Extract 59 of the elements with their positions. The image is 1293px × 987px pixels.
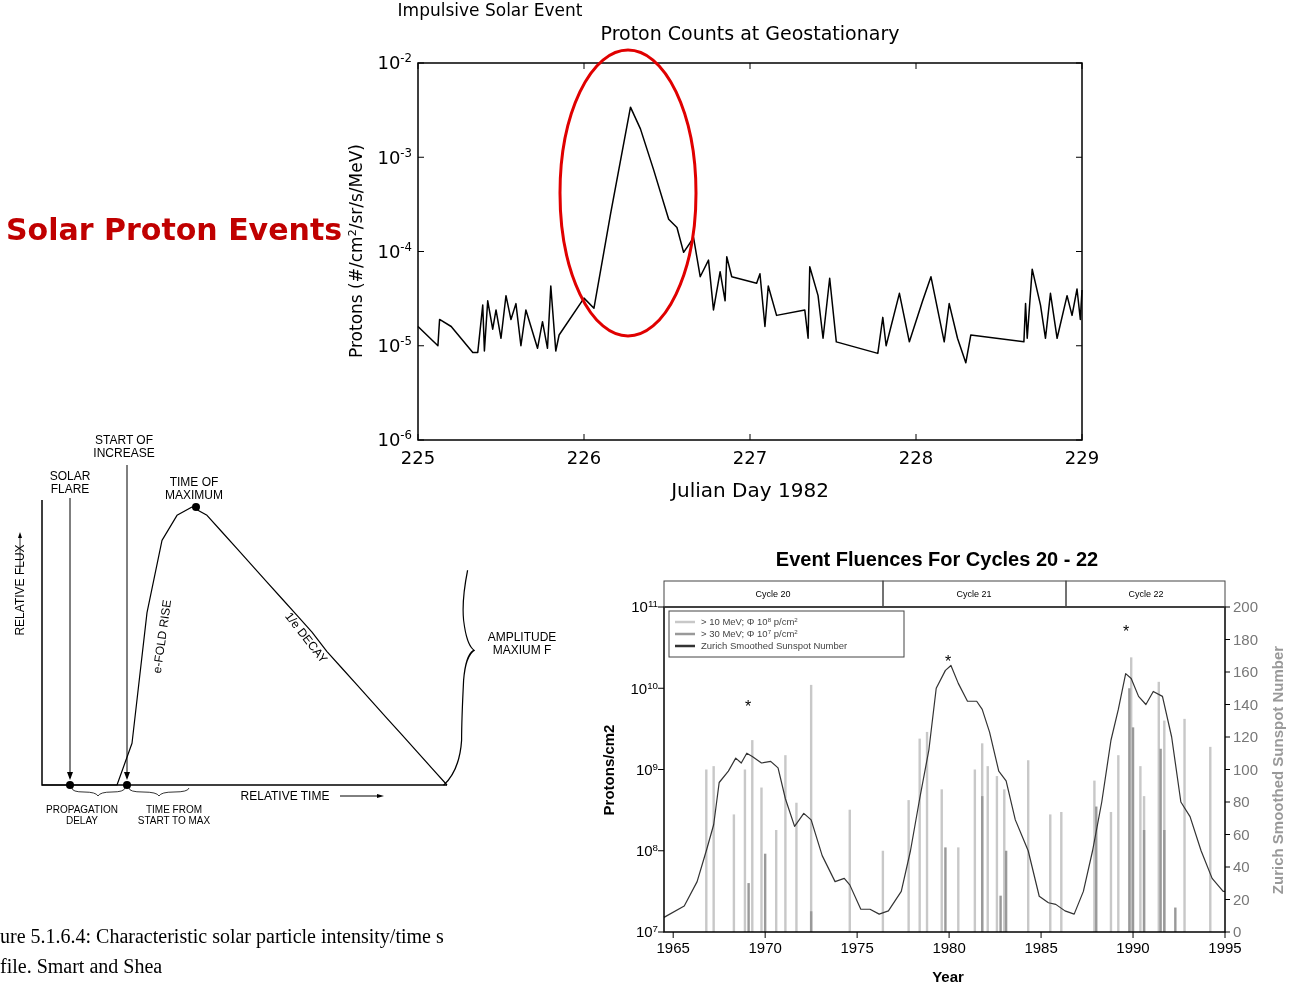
x-tick-label: 1975 [840,939,874,956]
x-tick-label: 1970 [748,939,782,956]
text: TIME OF MAXIMUM [165,475,223,502]
y-tick-label: 10$^{-4}$ [377,239,412,262]
y-tick-label: 10$^{-3}$ [377,145,412,168]
x-tick-label: 228 [898,447,934,468]
y2-tick-label: 140 [1233,695,1259,713]
x-axis-title: Year [932,968,965,985]
y-tick-label: 10$^{7}$ [635,922,658,941]
annotation: * [1122,623,1130,640]
y-axis-title: RELATIVE FLUX [13,544,27,636]
y2-tick-label: 160 [1233,663,1259,680]
text: AMPLITUDE MAXIUM F [487,630,557,657]
x-tick-label: 1980 [932,939,966,956]
x-tick-label: 1965 [656,939,690,956]
chart-title: Impulsive Solar Event [397,0,583,20]
x-tick-label: 226 [566,447,602,468]
x-tick-label: 1985 [1024,939,1058,956]
y2-tick-label: 60 [1233,825,1250,843]
y2-tick-label: 0 [1233,923,1242,940]
y-tick-label: 10$^{10}$ [630,679,659,697]
y-tick-label: 10$^{8}$ [635,841,658,859]
y2-tick-label: 120 [1233,728,1259,745]
text: PROPAGATION DELAY [46,804,118,826]
annotation: e-FOLD RISE [149,598,175,675]
legend-label: > 30 MeV; Φ 10$^{7}$ p/cm$^{2}$ [701,627,799,639]
x-tick-label: 1990 [1116,939,1150,956]
annotation: * [944,653,952,670]
text: TIME FROM START TO MAX [137,804,211,826]
text: Solar Proton Events [6,212,343,247]
y2-tick-label: 180 [1233,630,1259,648]
y2-tick-label: 100 [1233,760,1259,778]
y-axis-title: Protons/cm2 [600,724,617,816]
legend-label: > 10 MeV; Φ 10$^{8}$ p/cm$^{2}$ [701,615,799,627]
chart-title: Event Fluences For Cycles 20 - 22 [775,548,1099,570]
y-tick-label: 10$^{-2}$ [377,51,412,74]
y2-tick-label: 20 [1233,890,1250,908]
text: START OF INCREASE [93,433,155,460]
y2-tick-label: 200 [1233,598,1259,615]
y2-tick-label: 80 [1233,793,1250,810]
legend-label: Zurich Smoothed Sunspot Number [701,640,848,651]
x-axis-title: RELATIVE TIME [240,789,330,803]
y-tick-label: 10$^{9}$ [635,760,658,778]
text: Cycle 22 [1128,589,1164,599]
y-tick-label: 10$^{-5}$ [377,334,412,357]
text: ure 5.1.6.4: Characteristic solar particle intensity/time s [0,925,444,948]
x-axis-title: Julian Day 1982 [669,478,829,502]
chart-subtitle: Proton Counts at Geostationary [600,22,900,44]
y2-axis-title: Zurich Smoothed Sunspot Number [1269,645,1286,895]
x-tick-label: 1995 [1208,939,1242,956]
y2-tick-label: 40 [1233,858,1250,875]
y-tick-label: 10$^{11}$ [631,597,658,616]
annotation: * [744,698,752,715]
text: Cycle 21 [956,589,992,599]
x-tick-label: 229 [1064,447,1100,468]
text: Cycle 20 [755,589,791,599]
text: file. Smart and Shea [0,955,163,977]
text: SOLAR FLARE [49,469,91,496]
x-tick-label: 227 [732,447,768,468]
